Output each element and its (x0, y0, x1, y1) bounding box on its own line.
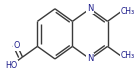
Text: O: O (14, 41, 20, 50)
Text: N: N (87, 4, 93, 13)
Text: CH₃: CH₃ (121, 7, 135, 16)
Text: CH₃: CH₃ (121, 51, 135, 60)
Text: N: N (87, 54, 93, 63)
Text: HO: HO (5, 61, 17, 70)
